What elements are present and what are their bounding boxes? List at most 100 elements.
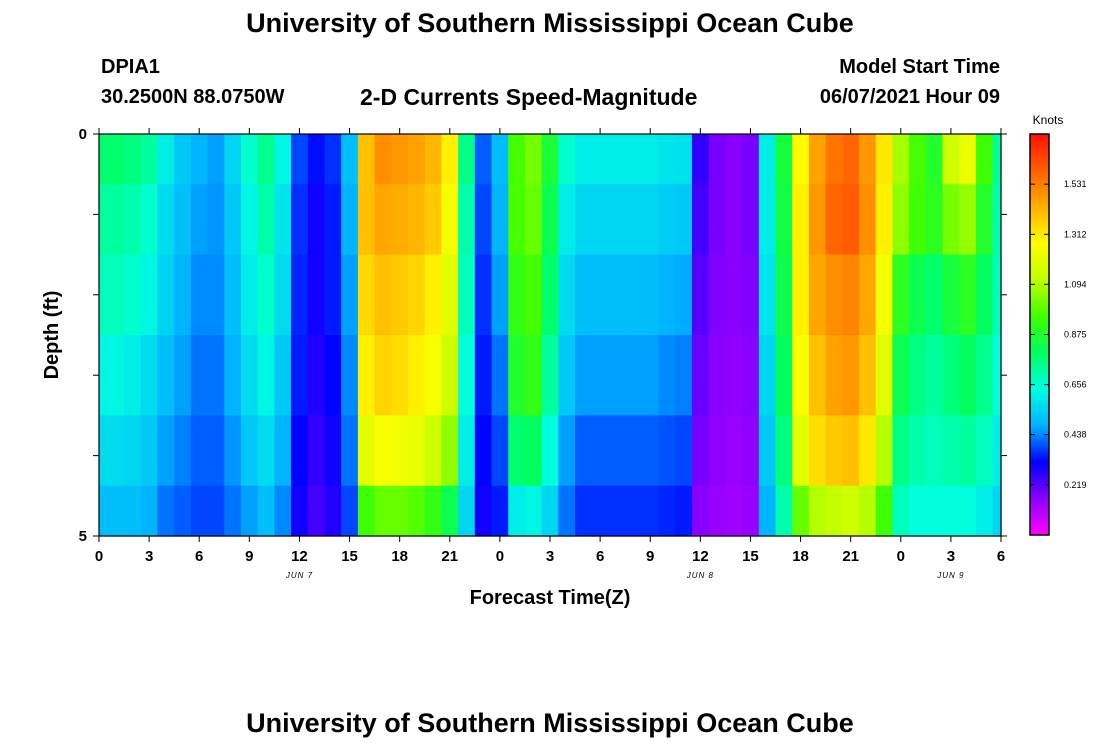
x-tick-label: 18: [792, 548, 809, 565]
heatmap-cell: [374, 485, 392, 537]
heatmap-cell: [758, 134, 777, 185]
x-tick-label: 15: [341, 548, 358, 565]
heatmap-cell: [591, 254, 610, 336]
heatmap-cell: [307, 184, 326, 256]
heatmap-cell: [909, 335, 927, 416]
heatmap-cell: [124, 485, 142, 537]
heatmap-cell: [691, 184, 710, 256]
heatmap-cell: [875, 184, 894, 256]
heatmap-cell: [942, 485, 960, 537]
heatmap-cell: [224, 485, 242, 537]
heatmap-cell: [859, 415, 877, 487]
heatmap-cell: [608, 134, 626, 185]
heatmap-cell: [190, 184, 209, 256]
heatmap-cell: [675, 184, 693, 256]
heatmap-cell: [591, 335, 610, 416]
heatmap-cell: [408, 415, 426, 487]
heatmap-cell: [508, 184, 526, 256]
heatmap-cell: [224, 254, 242, 336]
heatmap-cell: [842, 335, 860, 416]
heatmap-cell: [691, 415, 710, 487]
heatmap-cell: [524, 415, 543, 487]
heatmap-cell: [408, 335, 426, 416]
heatmap-cell: [124, 134, 142, 185]
y-axis-label: Depth (ft): [41, 291, 63, 380]
heatmap-cell: [825, 335, 843, 416]
heatmap-cell: [207, 415, 225, 487]
heatmap-cell: [174, 335, 192, 416]
heatmap-cell: [107, 415, 125, 487]
heatmap-cell: [157, 184, 175, 256]
heatmap-cell: [341, 134, 359, 185]
heatmap-cell: [875, 134, 894, 185]
heatmap-cell: [524, 335, 543, 416]
heatmap-cell: [708, 254, 726, 336]
heatmap-cell: [808, 485, 827, 537]
heatmap-cell: [808, 415, 827, 487]
x-axis: 0 3 6 9 12 15 18 21 0 3 6 9 12 15 18 21 0 3 6 JUN 7 JUN 8 JUN…: [95, 128, 1005, 580]
heatmap-cell: [959, 134, 977, 185]
heatmap-cell: [374, 335, 392, 416]
heatmap-cell: [942, 254, 960, 336]
heatmap-cell: [575, 335, 593, 416]
heatmap-cell: [691, 335, 710, 416]
heatmap-cell: [792, 134, 810, 185]
heatmap-cell: [925, 335, 944, 416]
heatmap-cell: [959, 335, 977, 416]
x-tick-label: 21: [441, 548, 458, 565]
heatmap-cell: [224, 335, 242, 416]
heatmap-cell: [424, 485, 443, 537]
heatmap-cell: [307, 335, 326, 416]
heatmap-cell: [575, 485, 593, 537]
heatmap-cell: [357, 254, 376, 336]
heatmap-cell: [558, 184, 576, 256]
heatmap-cell: [909, 415, 927, 487]
heatmap-cell: [157, 485, 175, 537]
heatmap-cell: [291, 485, 309, 537]
heatmap-cell: [441, 335, 459, 416]
heatmap-cell: [691, 485, 710, 537]
heatmap-cell: [508, 134, 526, 185]
heatmap-cell: [357, 335, 376, 416]
heatmap-cell: [524, 485, 543, 537]
heatmap-cell: [140, 335, 159, 416]
heatmap-cell: [391, 184, 409, 256]
heatmap-cell: [909, 184, 927, 256]
heatmap-cell: [675, 485, 693, 537]
heatmap-cell: [742, 485, 760, 537]
heatmap-cell: [441, 485, 459, 537]
heatmap-cell: [240, 184, 259, 256]
heatmap-cell: [625, 134, 643, 185]
heatmap-cell: [257, 335, 275, 416]
y-axis: 05: [79, 126, 1007, 545]
heatmap-cell: [257, 415, 275, 487]
heatmap-cell: [474, 134, 493, 185]
heatmap-cell: [658, 184, 676, 256]
x-tick-label: 12: [291, 548, 308, 565]
heatmap-cell: [374, 134, 392, 185]
heatmap-cell: [892, 335, 910, 416]
heatmap-cell: [925, 184, 944, 256]
heatmap-cell: [575, 184, 593, 256]
heatmap-cell: [424, 184, 443, 256]
heatmap-cell: [608, 254, 626, 336]
heatmap-cell: [190, 335, 209, 416]
heatmap-cell: [675, 415, 693, 487]
heatmap-cell: [909, 134, 927, 185]
heatmap-cell: [357, 184, 376, 256]
y-tick-label: 5: [79, 528, 87, 545]
heatmap-cell: [658, 134, 676, 185]
heatmap-cell: [274, 335, 292, 416]
heatmap-cell: [458, 254, 476, 336]
colorbar-tick-label: 0.438: [1064, 430, 1087, 440]
heatmap-cell: [140, 254, 159, 336]
heatmap-cell: [742, 254, 760, 336]
heatmap-cell: [508, 335, 526, 416]
heatmap-cell: [157, 335, 175, 416]
heatmap-cell: [992, 485, 1002, 537]
heatmap-cell: [324, 254, 342, 336]
heatmap-cell: [307, 254, 326, 336]
heatmap-cell: [591, 184, 610, 256]
heatmap-cell: [675, 335, 693, 416]
x-tick-label: 6: [596, 548, 604, 565]
